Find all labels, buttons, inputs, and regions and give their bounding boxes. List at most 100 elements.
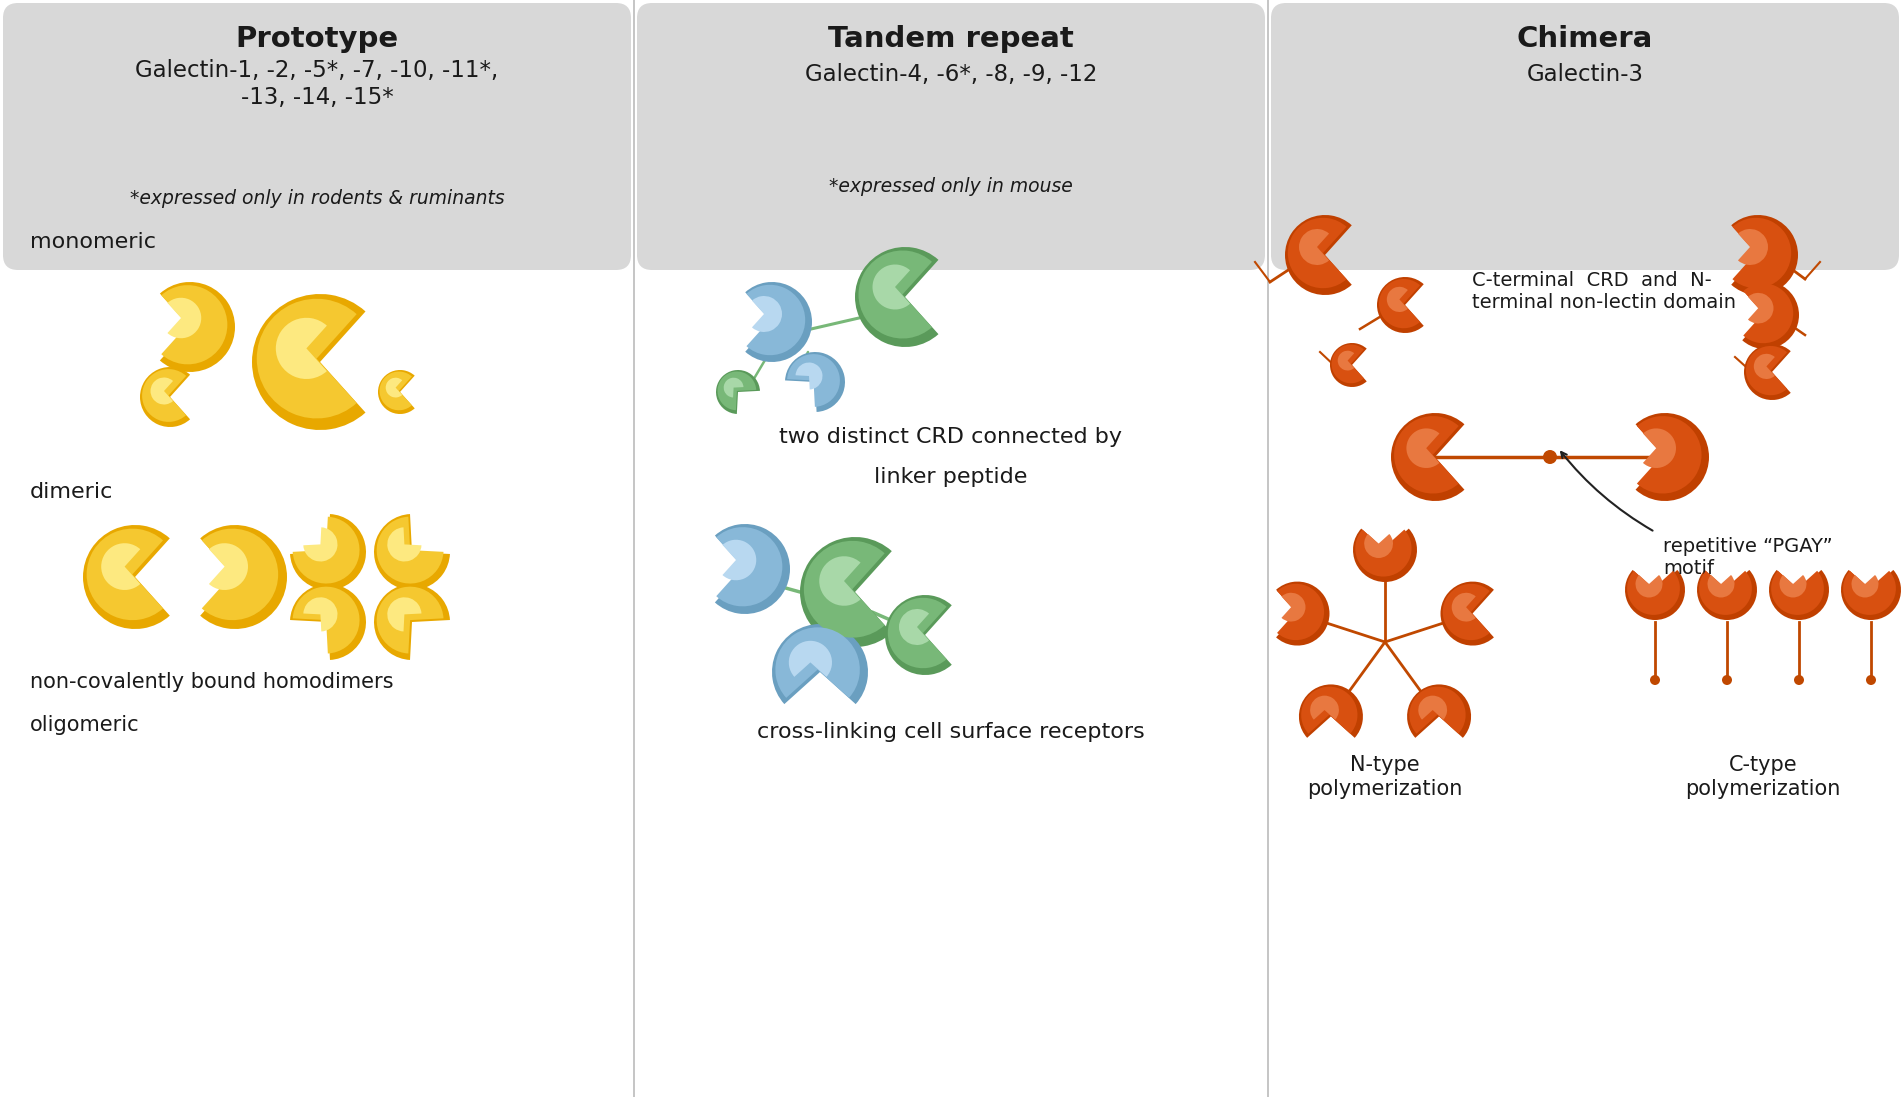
Text: repetitive “PGAY”
motif: repetitive “PGAY” motif — [1662, 538, 1834, 578]
Wedge shape — [386, 377, 401, 397]
Wedge shape — [1419, 695, 1447, 720]
Wedge shape — [1754, 354, 1775, 378]
Text: two distinct CRD connected by: two distinct CRD connected by — [780, 427, 1122, 446]
Wedge shape — [717, 372, 757, 410]
Wedge shape — [1636, 575, 1662, 598]
Wedge shape — [715, 370, 761, 414]
Wedge shape — [1638, 416, 1702, 494]
Wedge shape — [1276, 581, 1329, 645]
Text: *expressed only in mouse: *expressed only in mouse — [829, 178, 1073, 196]
Wedge shape — [257, 298, 358, 418]
Wedge shape — [1331, 344, 1364, 383]
Wedge shape — [377, 587, 443, 654]
Wedge shape — [801, 538, 892, 647]
Wedge shape — [380, 372, 413, 410]
Wedge shape — [746, 285, 805, 355]
Wedge shape — [251, 294, 365, 430]
Wedge shape — [293, 517, 359, 584]
Wedge shape — [1698, 570, 1752, 615]
Wedge shape — [377, 517, 443, 584]
Wedge shape — [1780, 575, 1807, 598]
Wedge shape — [1769, 570, 1830, 620]
Wedge shape — [1286, 215, 1352, 295]
Wedge shape — [160, 282, 236, 372]
Wedge shape — [820, 556, 860, 606]
Circle shape — [1543, 450, 1558, 464]
Wedge shape — [1440, 581, 1493, 645]
Wedge shape — [1444, 584, 1489, 641]
Wedge shape — [1744, 344, 1792, 400]
Wedge shape — [884, 595, 951, 675]
Wedge shape — [1738, 229, 1769, 265]
Wedge shape — [289, 584, 365, 660]
Wedge shape — [900, 609, 928, 645]
Wedge shape — [1299, 229, 1329, 265]
Text: dimeric: dimeric — [30, 482, 114, 502]
Wedge shape — [723, 540, 757, 580]
Wedge shape — [723, 377, 744, 397]
Wedge shape — [1708, 575, 1735, 598]
Wedge shape — [1377, 278, 1425, 333]
Text: Chimera: Chimera — [1518, 25, 1653, 53]
Text: oligomeric: oligomeric — [30, 715, 139, 735]
Wedge shape — [1301, 687, 1358, 734]
Wedge shape — [805, 541, 884, 637]
Wedge shape — [1697, 570, 1757, 620]
Wedge shape — [795, 362, 822, 389]
Wedge shape — [1843, 570, 1896, 615]
Wedge shape — [276, 318, 327, 378]
Wedge shape — [375, 514, 451, 590]
Wedge shape — [141, 367, 190, 427]
Wedge shape — [87, 529, 164, 620]
Wedge shape — [1364, 534, 1392, 558]
Text: linker peptide: linker peptide — [875, 467, 1027, 487]
Text: Galectin-3: Galectin-3 — [1527, 64, 1643, 87]
Wedge shape — [388, 597, 422, 632]
Wedge shape — [1329, 343, 1368, 387]
Text: C-type
polymerization: C-type polymerization — [1685, 756, 1841, 799]
Wedge shape — [289, 514, 365, 590]
Wedge shape — [1394, 416, 1459, 494]
Wedge shape — [1390, 412, 1465, 501]
Wedge shape — [1379, 279, 1421, 328]
Wedge shape — [1746, 346, 1788, 395]
Wedge shape — [1731, 215, 1797, 295]
Wedge shape — [1742, 281, 1799, 349]
Circle shape — [1721, 675, 1733, 685]
Wedge shape — [293, 587, 359, 654]
Wedge shape — [375, 584, 451, 660]
Wedge shape — [1352, 529, 1417, 583]
Wedge shape — [167, 297, 202, 338]
Text: cross-linking cell surface receptors: cross-linking cell surface receptors — [757, 722, 1145, 742]
Wedge shape — [787, 354, 841, 407]
Circle shape — [1794, 675, 1803, 685]
Wedge shape — [1851, 575, 1879, 598]
Wedge shape — [202, 529, 278, 620]
Wedge shape — [1406, 429, 1440, 468]
Wedge shape — [1744, 283, 1794, 343]
Wedge shape — [302, 597, 337, 632]
Wedge shape — [378, 370, 415, 414]
Wedge shape — [856, 247, 938, 347]
Wedge shape — [200, 525, 287, 629]
Wedge shape — [209, 543, 247, 590]
Wedge shape — [101, 543, 141, 590]
Wedge shape — [751, 296, 782, 332]
Text: C-terminal  CRD  and  N-
terminal non-lectin domain: C-terminal CRD and N- terminal non-lecti… — [1472, 271, 1737, 313]
Text: Galectin-1, -2, -5*, -7, -10, -11*,
-13, -14, -15*: Galectin-1, -2, -5*, -7, -10, -11*, -13,… — [135, 59, 498, 109]
Wedge shape — [1626, 570, 1679, 615]
Circle shape — [1651, 675, 1660, 685]
Wedge shape — [150, 377, 173, 405]
Text: monomeric: monomeric — [30, 231, 156, 252]
Text: *expressed only in rodents & ruminants: *expressed only in rodents & ruminants — [129, 190, 504, 208]
Wedge shape — [1771, 570, 1824, 615]
Wedge shape — [873, 264, 909, 309]
Text: Galectin-4, -6*, -8, -9, -12: Galectin-4, -6*, -8, -9, -12 — [805, 64, 1097, 87]
Wedge shape — [1643, 429, 1676, 468]
Wedge shape — [1276, 584, 1324, 641]
Wedge shape — [1409, 687, 1466, 734]
Wedge shape — [162, 285, 228, 364]
Text: Prototype: Prototype — [236, 25, 399, 53]
Text: N-type
polymerization: N-type polymerization — [1307, 756, 1463, 799]
Wedge shape — [717, 528, 782, 607]
